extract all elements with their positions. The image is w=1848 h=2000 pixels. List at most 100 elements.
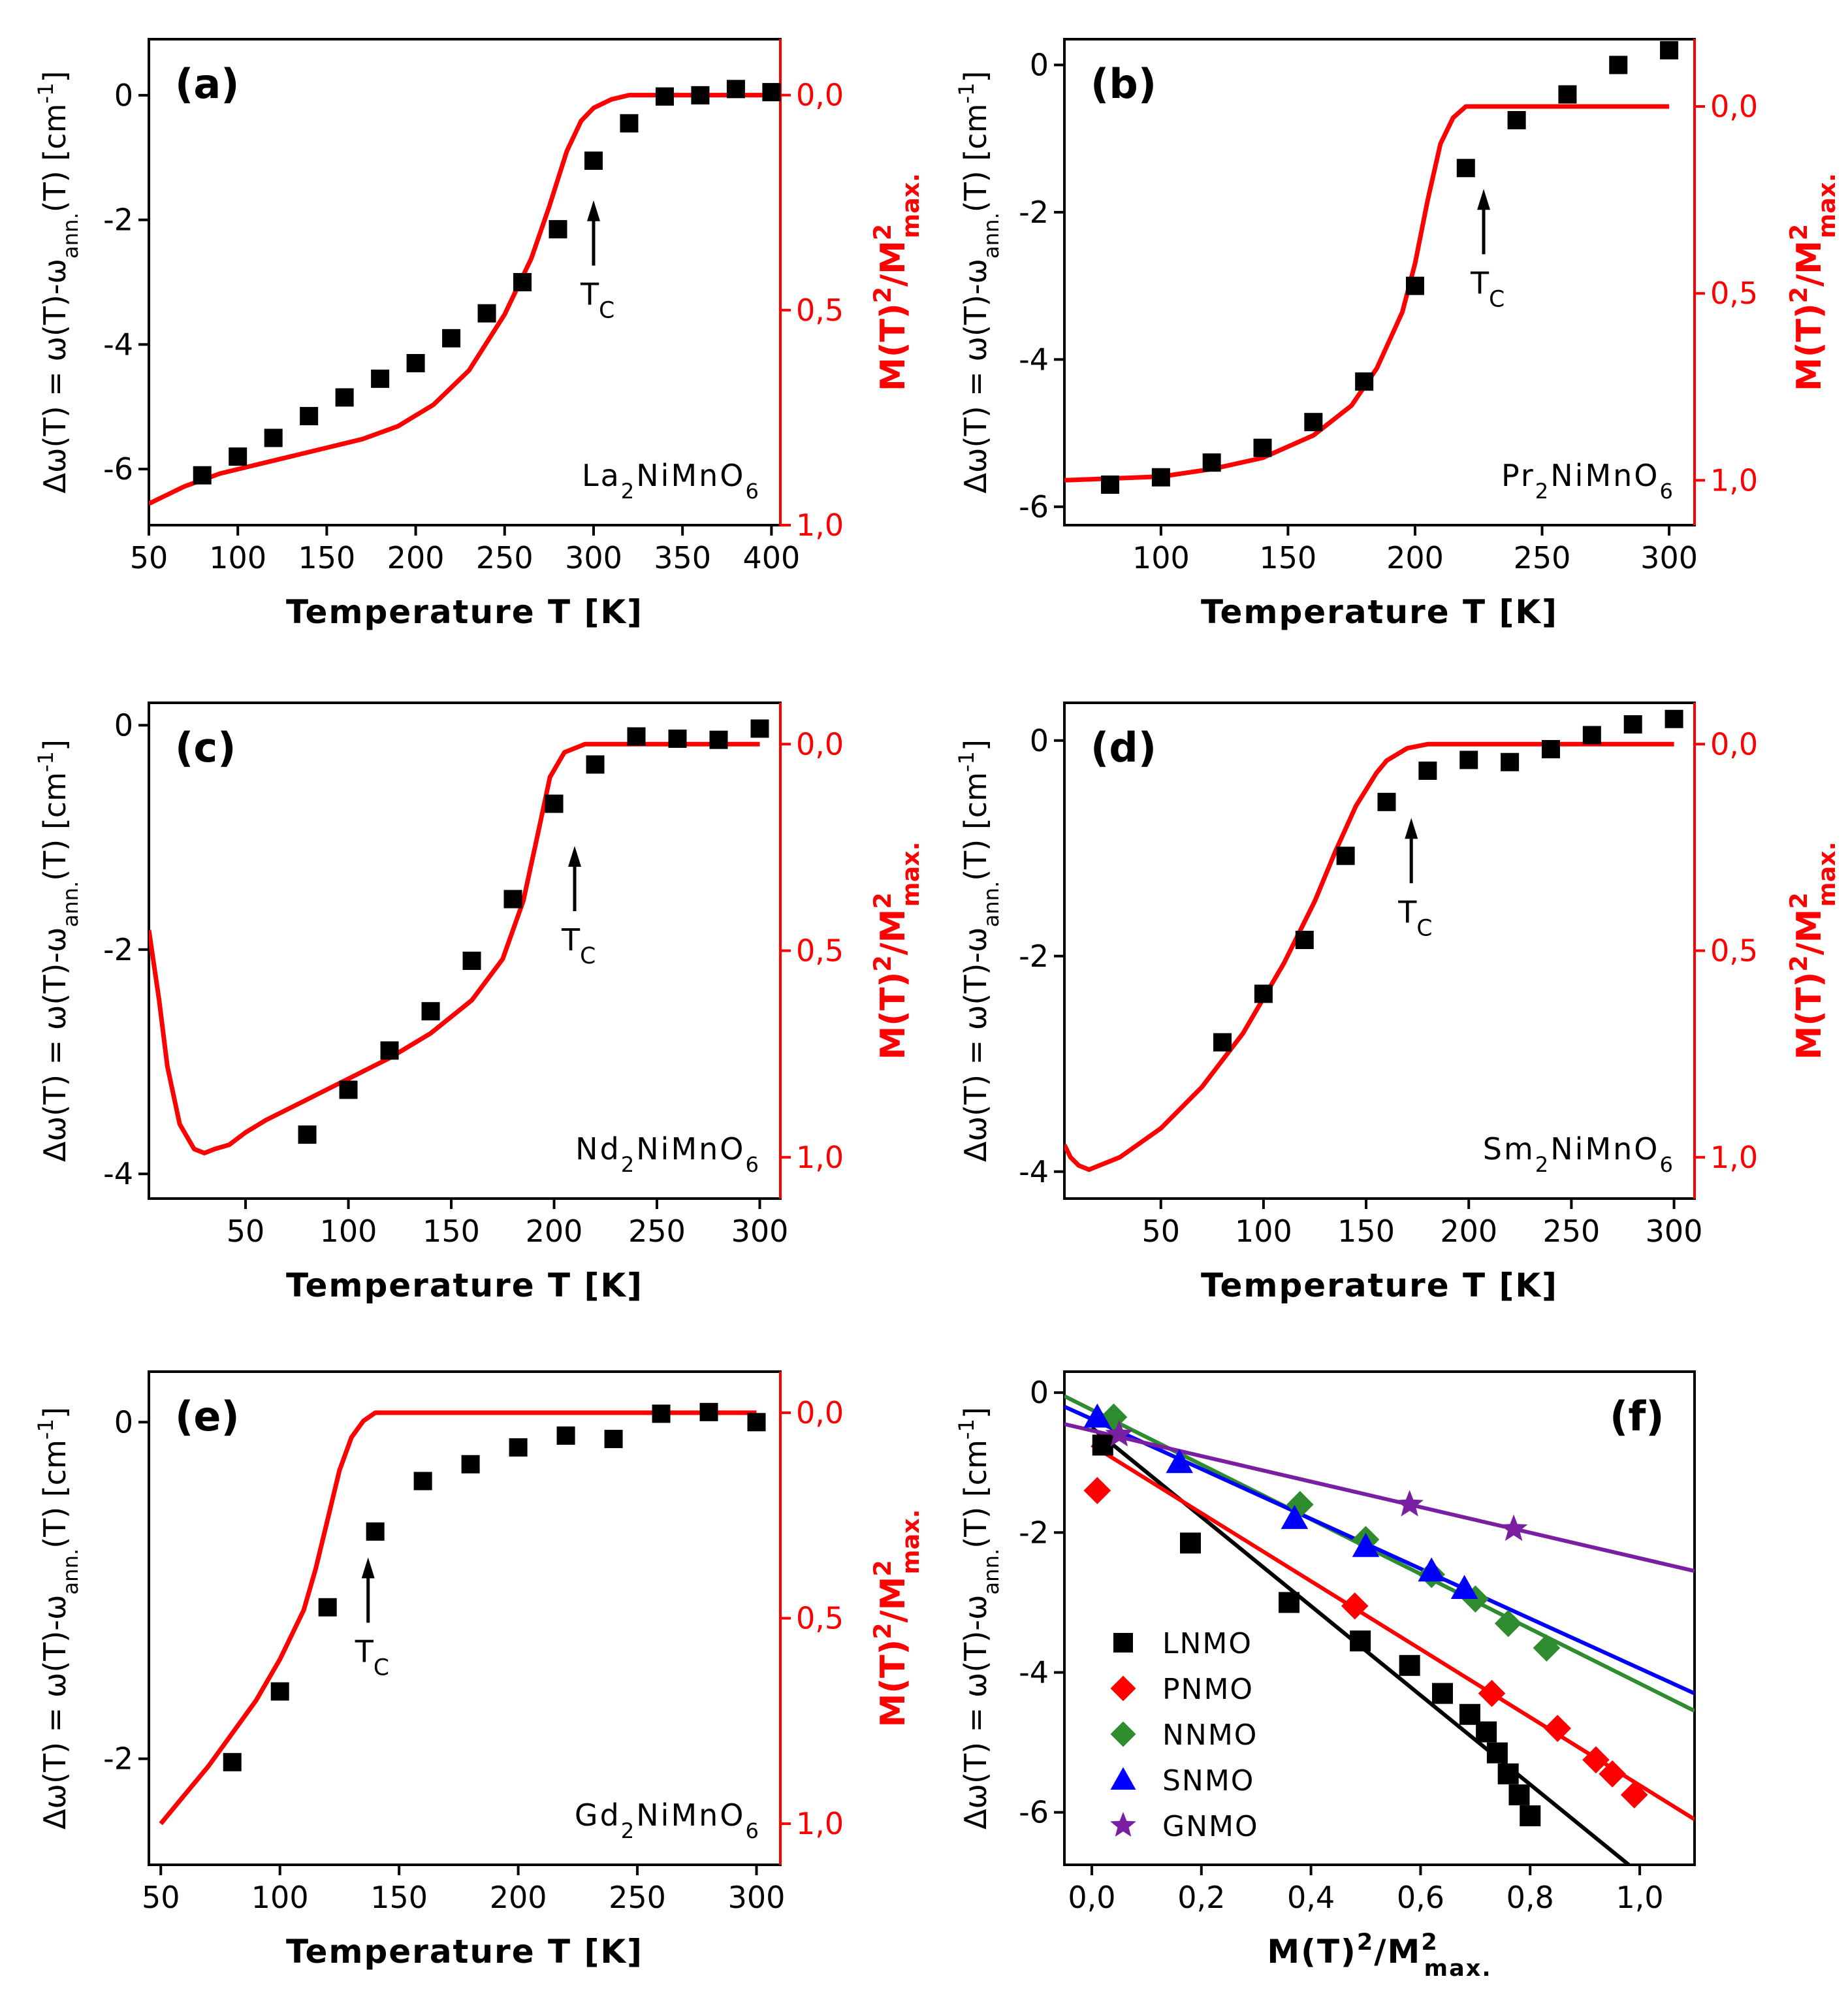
x-tick-label: 50	[1141, 1214, 1180, 1249]
magnetization-curve	[149, 741, 760, 1155]
y2-axis-label-part-e: max.	[897, 1509, 925, 1575]
x-tick-label: 100	[251, 1880, 309, 1915]
y-axis-label-part-c: (T) [cm	[958, 1440, 993, 1549]
tc-label-main: T	[355, 1634, 374, 1669]
compound-label-sub2: 6	[1660, 1152, 1675, 1177]
x-axis-label: Temperature T [K]	[1201, 1266, 1558, 1304]
data-point	[318, 1598, 337, 1617]
data-point-lnmo	[1432, 1683, 1453, 1704]
y-axis-label-part-d: -1	[33, 751, 58, 772]
y-axis-label-part-e: ]	[958, 739, 993, 751]
compound-label-mid: NiMnO	[636, 1798, 745, 1833]
data-point	[1582, 726, 1601, 745]
legend-label-pnmo: PNMO	[1162, 1673, 1254, 1706]
y-axis-label-part-e: ]	[37, 71, 72, 83]
compound-label: Pr2NiMnO6	[1501, 458, 1675, 504]
tc-label: TC	[1470, 265, 1505, 312]
y-axis-label-part-c: (T) [cm	[37, 1440, 72, 1549]
data-point	[406, 354, 425, 372]
y-tick-label: -6	[1019, 1795, 1049, 1830]
y-axis-label-part-a: Δω(T) = ω(T)-ω	[958, 1595, 993, 1830]
panel-a: 50 100 150 200 250 300 350 400 0 -2 -4 -6 0,0 0,5 1,0 T…	[33, 38, 925, 631]
data-point	[461, 1455, 480, 1474]
y2-tick-label: 1,0	[1710, 1140, 1758, 1175]
y2-tick-label: 0,5	[1710, 933, 1758, 969]
data-point	[1101, 476, 1120, 494]
data-point-pnmo	[1478, 1679, 1506, 1707]
y-axis-label-part-a: Δω(T) = ω(T)-ω	[37, 927, 72, 1162]
compound-label-mid: NiMnO	[1550, 458, 1659, 493]
data-point-lnmo	[1497, 1763, 1519, 1784]
y2-tick-label: 0,5	[796, 933, 844, 969]
panel-label: (d)	[1091, 724, 1156, 771]
tc-arrow-head	[586, 200, 600, 221]
data-point-gnmo	[1395, 1490, 1424, 1517]
data-point-pnmo	[1599, 1760, 1626, 1788]
y-axis-label-part-a: Δω(T) = ω(T)-ω	[958, 259, 993, 493]
data-point-pnmo	[1620, 1781, 1648, 1809]
x-tick-label: 150	[422, 1214, 480, 1249]
y2-tick-label: 0,0	[796, 726, 844, 762]
x-tick-label: 150	[1260, 540, 1317, 575]
data-point	[1456, 159, 1475, 178]
tc-label-main: T	[1470, 265, 1490, 300]
legend-marker-pnmo	[1110, 1675, 1136, 1702]
y2-axis-label-part-d: 2	[868, 1560, 897, 1576]
y-axis-label-part-a: Δω(T) = ω(T)-ω	[37, 1595, 72, 1830]
compound-label: Nd2NiMnO6	[575, 1131, 761, 1177]
data-point	[380, 1041, 399, 1060]
panel-label: (a)	[175, 60, 240, 108]
data-point	[709, 730, 728, 749]
data-point	[193, 466, 212, 485]
x-tick-label: 200	[1386, 540, 1444, 575]
data-point	[335, 388, 354, 407]
x-tick-label: 300	[1640, 540, 1698, 575]
data-point	[1336, 847, 1355, 865]
x-tick-label: 250	[1542, 1214, 1600, 1249]
x-tick-label: 150	[1337, 1214, 1395, 1249]
data-point	[584, 152, 603, 170]
y-axis-label-part-c: (T) [cm	[958, 772, 993, 881]
tc-label: TC	[580, 277, 614, 324]
magnetization-curve	[159, 1410, 757, 1826]
data-point-pnmo	[1582, 1746, 1610, 1774]
data-point	[421, 1002, 440, 1021]
tc-label-sub: C	[580, 943, 596, 969]
data-point	[503, 890, 522, 909]
data-point	[1660, 40, 1679, 59]
data-point-lnmo	[1279, 1592, 1300, 1613]
y-tick-label: 0	[1030, 723, 1049, 758]
tc-label-sub: C	[599, 298, 614, 324]
tc-arrow-head	[361, 1557, 375, 1579]
y2-axis-label: M(T)2/M2max.	[1785, 842, 1841, 1060]
y-tick-label: -2	[1019, 1515, 1049, 1550]
panel-label: (b)	[1091, 60, 1156, 108]
compound-label-sub2: 6	[746, 479, 761, 504]
x-tick-label: 150	[298, 540, 355, 575]
data-point	[477, 304, 496, 323]
data-point	[1501, 752, 1520, 771]
y2-tick-label: 0,0	[796, 1395, 844, 1430]
data-point	[1355, 372, 1374, 391]
y2-axis-label-part-b: 2	[868, 287, 897, 303]
y2-tick-label: 0,5	[796, 1601, 844, 1636]
y-axis-label-part-d: -1	[954, 751, 979, 772]
y-axis-label-part-e: ]	[958, 71, 993, 83]
x-tick-label: 250	[609, 1880, 666, 1915]
x-tick-label: 400	[742, 540, 800, 575]
y2-axis-label-part-a: M(T)	[1790, 972, 1829, 1060]
data-point	[223, 1752, 242, 1771]
tc-label: TC	[1397, 894, 1432, 941]
compound-label-mid: NiMnO	[636, 1131, 745, 1167]
data-point-lnmo	[1508, 1784, 1530, 1805]
y-tick-label: -2	[1019, 939, 1049, 974]
compound-label-sub1: 2	[621, 1152, 636, 1177]
y-tick-label: 0	[1030, 1375, 1049, 1410]
plot-frame	[148, 702, 782, 1200]
y2-axis-label-part-a: M(T)	[874, 972, 913, 1060]
tc-arrow-head	[1477, 189, 1491, 210]
x-tick-label: 150	[370, 1880, 428, 1915]
data-point	[1295, 931, 1314, 949]
compound-label-base: Pr	[1501, 458, 1535, 493]
y-axis-label-part-d: -1	[954, 83, 979, 104]
